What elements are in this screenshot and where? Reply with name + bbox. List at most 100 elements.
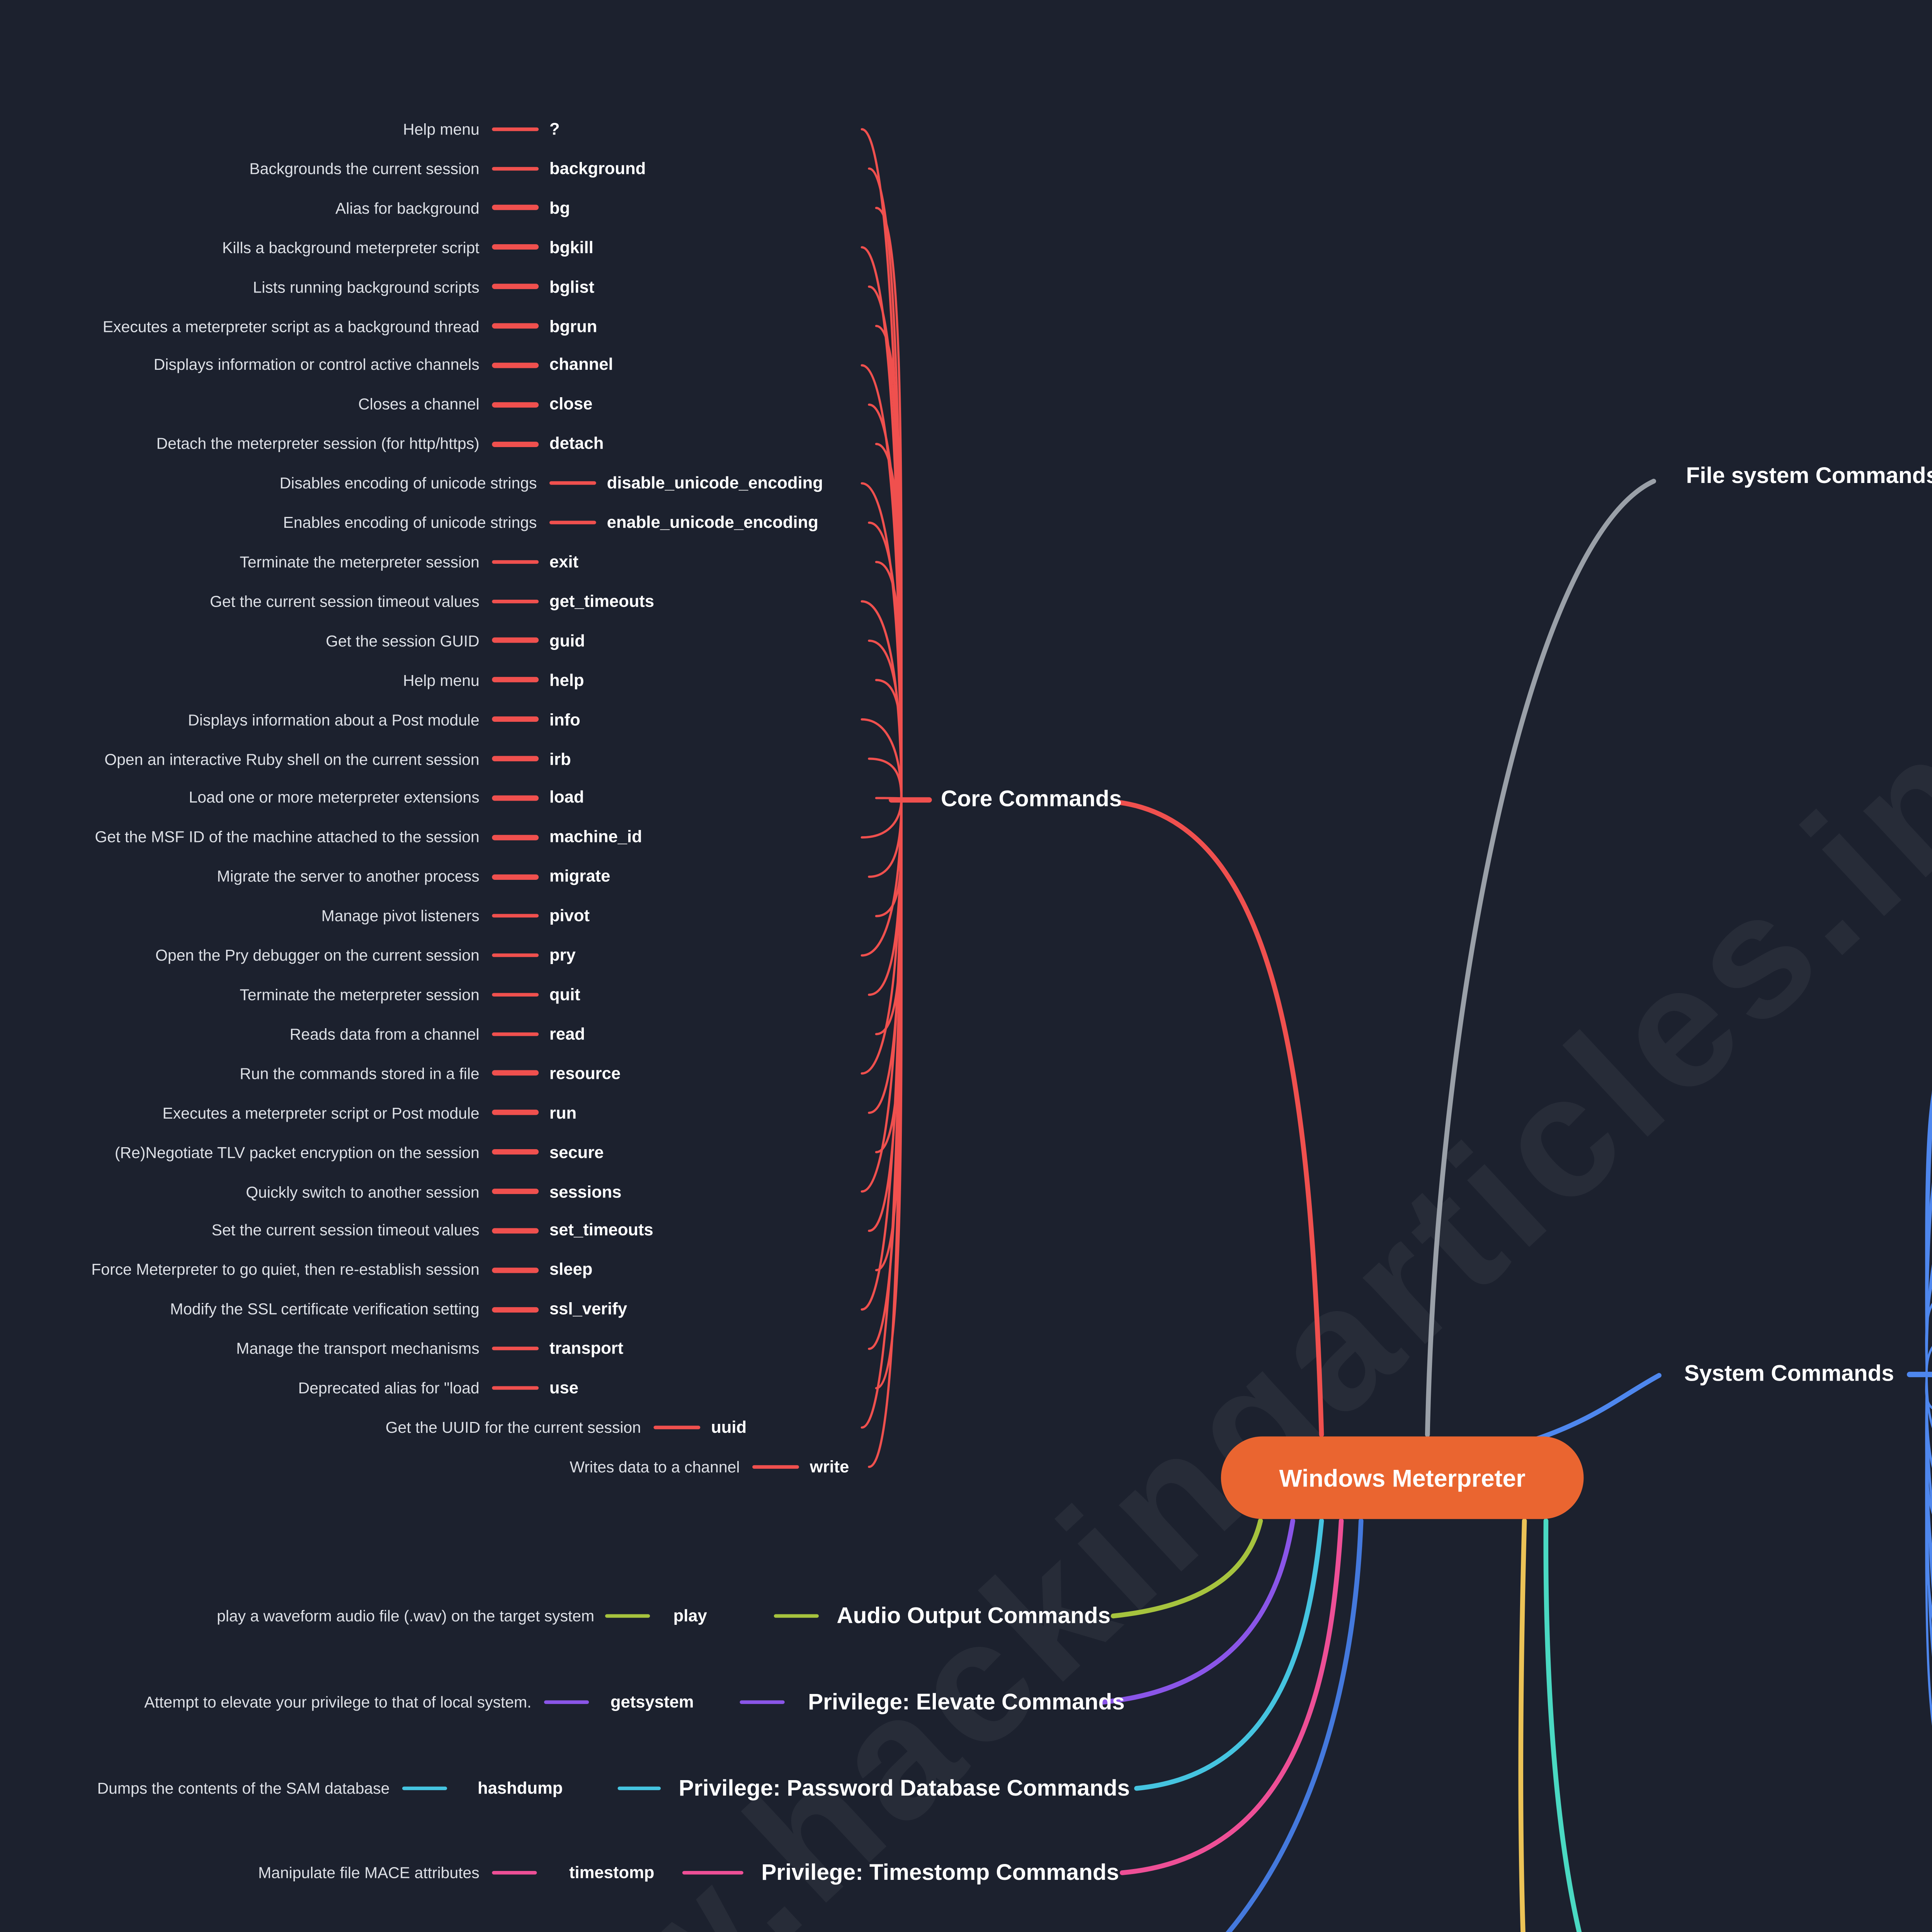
- connector-dash: [492, 166, 539, 171]
- group-label-audio: Audio Output Commands: [837, 1603, 1111, 1629]
- command-desc: Help menu: [403, 120, 480, 138]
- branch-curve-timestomp: [1119, 1518, 1344, 1875]
- command-desc: Load one or more meterpreter extensions: [189, 789, 480, 807]
- command-name: guid: [549, 630, 585, 650]
- command-name: set_timeouts: [549, 1220, 653, 1240]
- command-name: secure: [549, 1141, 604, 1161]
- command-desc: (Re)Negotiate TLV packet encryption on t…: [114, 1143, 480, 1161]
- command-name: resource: [549, 1063, 621, 1083]
- branch-curve-filesystem: [1425, 479, 1656, 1437]
- connector-dash: [740, 1699, 785, 1705]
- connector-dash: [492, 795, 539, 801]
- command-name: enable_unicode_encoding: [607, 512, 818, 532]
- command-desc: Get the UUID for the current session: [385, 1418, 641, 1437]
- command-name: get_timeouts: [549, 590, 655, 611]
- command-desc: Detach the meterpreter session (for http…: [156, 435, 480, 453]
- command-name: ssl_verify: [549, 1299, 627, 1319]
- command-name: background: [549, 158, 646, 178]
- connector-dash: [492, 835, 539, 840]
- group-label-elevate: Privilege: Elevate Commands: [808, 1689, 1125, 1715]
- command-desc: play a waveform audio file (.wav) on the…: [217, 1607, 595, 1625]
- command-name: bglist: [549, 276, 595, 296]
- command-desc: Manage the transport mechanisms: [236, 1340, 480, 1358]
- command-name: play: [673, 1605, 707, 1625]
- connector-dash: [492, 1071, 539, 1076]
- command-desc: Force Meterpreter to go quiet, then re-e…: [91, 1261, 480, 1279]
- branch-curve-elevate: [1100, 1518, 1295, 1705]
- command-desc: Manage pivot listeners: [321, 907, 480, 925]
- branch-curve-ui: [1543, 1518, 1582, 1932]
- command-name: timestomp: [569, 1862, 655, 1882]
- command-desc: Quickly switch to another session: [246, 1182, 480, 1201]
- fan-curve-core: [868, 798, 903, 878]
- group-label-dash: [889, 796, 932, 802]
- fan-curve-core: [868, 798, 903, 1468]
- command-name: quit: [549, 984, 580, 1004]
- connector-dash: [492, 677, 539, 682]
- command-name: write: [810, 1456, 849, 1476]
- connector-dash: [492, 1385, 539, 1391]
- command-desc: Executes a meterpreter script or Post mo…: [162, 1104, 480, 1122]
- connector-dash: [492, 205, 539, 211]
- fan-curve-system: [1925, 1372, 1932, 1726]
- command-desc: Backgrounds the current session: [249, 160, 480, 178]
- command-desc: Run the commands stored in a file: [240, 1064, 480, 1083]
- fan-curve-core: [875, 679, 903, 800]
- connector-dash: [605, 1613, 650, 1619]
- command-desc: Disables encoding of unicode strings: [279, 474, 537, 493]
- connector-dash: [492, 1307, 539, 1312]
- fan-curve-core: [861, 798, 903, 1311]
- command-desc: Alias for background: [335, 199, 480, 217]
- command-name: irb: [549, 748, 571, 768]
- command-name: disable_unicode_encoding: [607, 472, 823, 493]
- group-label-timestomp: Privilege: Timestomp Commands: [761, 1860, 1119, 1886]
- command-desc: Dumps the contents of the SAM database: [97, 1779, 390, 1798]
- connector-dash: [492, 992, 539, 997]
- connector-dash: [492, 441, 539, 446]
- connector-dash: [492, 1346, 539, 1351]
- command-desc: Displays information about a Post module: [188, 710, 480, 728]
- connector-dash: [492, 362, 539, 368]
- branch-curve-system: [1526, 1373, 1662, 1444]
- group-label-dash: [1906, 1371, 1932, 1376]
- command-desc: Executes a meterpreter script as a backg…: [102, 317, 480, 335]
- command-desc: Deprecated alias for "load: [298, 1379, 480, 1397]
- branch-curve-webcam: [1518, 1518, 1527, 1932]
- command-name: uuid: [711, 1417, 747, 1437]
- fan-curve-system: [1925, 1303, 1932, 1375]
- connector-dash: [492, 953, 539, 958]
- command-name: bgkill: [549, 236, 594, 257]
- connector-dash: [549, 520, 596, 525]
- group-label-filesystem: File system Commands: [1686, 463, 1932, 488]
- group-label-system: System Commands: [1684, 1361, 1894, 1386]
- group-label-core: Core Commands: [940, 786, 1122, 812]
- command-desc: Set the current session timeout values: [211, 1222, 480, 1240]
- command-desc: Modify the SSL certificate verification …: [170, 1300, 480, 1319]
- command-desc: Get the current session timeout values: [210, 592, 480, 611]
- command-name: bgrun: [549, 315, 597, 335]
- connector-dash: [653, 1425, 701, 1430]
- connector-dash: [492, 127, 539, 132]
- command-name: pivot: [549, 905, 590, 925]
- connector-dash: [492, 756, 539, 761]
- connector-dash: [492, 913, 539, 918]
- command-desc: Attempt to elevate your privilege to tha…: [144, 1693, 532, 1711]
- branch-curve-networking: [1225, 1518, 1364, 1932]
- connector-dash: [492, 245, 539, 250]
- fan-curve-core: [861, 718, 903, 800]
- command-name: run: [549, 1102, 577, 1122]
- connector-dash: [492, 1228, 539, 1233]
- branch-curve-password: [1134, 1518, 1324, 1791]
- connector-dash: [549, 481, 596, 486]
- command-name: machine_id: [549, 827, 642, 847]
- connector-dash: [492, 1031, 539, 1037]
- connector-dash: [492, 559, 539, 565]
- branch-curve-core: [1118, 800, 1324, 1437]
- connector-dash: [492, 717, 539, 722]
- command-desc: Terminate the meterpreter session: [240, 553, 480, 571]
- connector-dash: [492, 284, 539, 289]
- connector-dash: [492, 323, 539, 328]
- command-desc: Help menu: [403, 671, 480, 689]
- group-label-password: Privilege: Password Database Commands: [679, 1776, 1130, 1801]
